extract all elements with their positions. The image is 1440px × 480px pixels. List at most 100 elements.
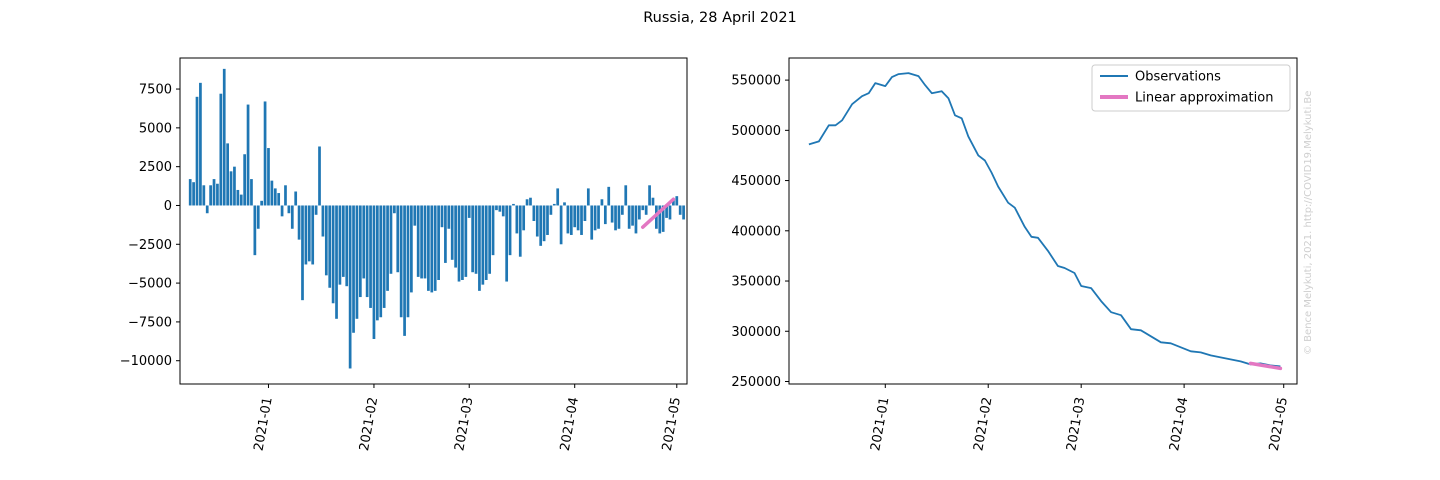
daily-change-bar — [321, 205, 325, 237]
daily-change-bar — [396, 205, 400, 273]
daily-change-bar — [481, 205, 485, 285]
legend-linear-approximation-label: Linear approximation — [1135, 91, 1273, 106]
daily-change-bar — [226, 143, 229, 206]
daily-change-bar — [467, 205, 471, 218]
daily-change-bar — [522, 205, 526, 231]
right-ytick-label: 500000 — [731, 124, 781, 139]
left-xtick-label: 2021-03 — [452, 396, 476, 452]
daily-change-bar — [284, 185, 287, 206]
daily-change-bar — [260, 200, 264, 206]
daily-change-bar — [498, 205, 502, 212]
left-ytick-label: −2500 — [128, 238, 172, 253]
daily-change-bar — [239, 194, 243, 206]
daily-change-bar — [437, 205, 440, 280]
daily-change-bar — [355, 205, 359, 319]
daily-change-bar — [236, 189, 240, 206]
daily-change-bar — [678, 205, 682, 215]
daily-change-bar — [307, 205, 311, 262]
daily-change-bar — [457, 205, 461, 282]
right-ytick-label: 300000 — [731, 325, 781, 340]
daily-change-bar — [444, 205, 447, 263]
daily-change-bar — [256, 205, 260, 229]
legend: Observations Linear approximation — [1091, 64, 1291, 112]
figure-title: Russia, 28 April 2021 — [643, 10, 797, 26]
daily-change-bar — [362, 205, 366, 279]
daily-change-bar — [508, 205, 512, 256]
daily-change-bar — [399, 205, 403, 318]
left-ytick-label: 2500 — [139, 160, 172, 175]
daily-change-bar — [661, 205, 665, 232]
credit-watermark: © Bence Melykuti, 2021. http://COVID19.M… — [1303, 91, 1314, 355]
daily-change-bar — [658, 205, 662, 234]
daily-change-bar — [549, 205, 553, 215]
daily-change-bar — [430, 205, 434, 293]
daily-change-bar — [617, 205, 621, 229]
daily-change-bar — [668, 205, 672, 220]
right-x-axis-ticks: 2021-01 2021-02 2021-03 2021-04 2021-05 — [868, 384, 1291, 452]
daily-change-bar — [416, 205, 420, 277]
daily-change-bar — [423, 205, 427, 279]
right-ytick-label: 550000 — [731, 74, 781, 89]
daily-change-bar — [233, 166, 236, 206]
daily-change-bar — [495, 205, 498, 211]
daily-change-bar — [583, 205, 587, 221]
daily-change-bars — [188, 68, 685, 369]
daily-change-bar — [515, 205, 519, 234]
daily-change-bar — [501, 205, 505, 217]
daily-change-bar — [672, 199, 675, 206]
daily-change-bar — [682, 205, 685, 220]
daily-change-bar — [474, 205, 478, 274]
daily-change-bar — [345, 205, 349, 287]
daily-change-bar — [454, 205, 457, 268]
active-cases-series — [808, 72, 1283, 371]
right-ytick-label: 400000 — [731, 224, 781, 239]
daily-change-bar — [202, 185, 206, 206]
left-ytick-label: −5000 — [128, 277, 172, 292]
daily-change-bar — [253, 205, 257, 256]
daily-change-bar — [263, 101, 267, 206]
daily-change-bar — [287, 205, 291, 214]
daily-change-bar — [192, 182, 195, 206]
legend-observations-label: Observations — [1135, 70, 1221, 85]
daily-change-bar — [447, 205, 451, 229]
daily-change-bar — [603, 205, 607, 225]
daily-change-bar — [597, 205, 600, 229]
daily-change-bar — [614, 205, 617, 231]
daily-change-bar — [563, 202, 566, 206]
daily-change-bar — [665, 205, 668, 218]
daily-change-bar — [627, 205, 631, 229]
daily-change-bar — [651, 197, 655, 206]
daily-change-bar — [590, 205, 594, 240]
daily-change-bar — [648, 185, 651, 206]
daily-change-bar — [586, 188, 590, 206]
right-y-axis-ticks: 250000 300000 350000 400000 450000 500000 5500… — [731, 74, 789, 390]
daily-change-bar — [318, 146, 321, 206]
daily-change-bar — [644, 205, 648, 215]
daily-change-bar — [532, 205, 536, 221]
daily-change-bar — [358, 205, 362, 298]
linear-approximation-line — [1248, 361, 1283, 371]
daily-change-bar — [273, 188, 277, 206]
daily-change-bar — [229, 171, 233, 206]
right-xtick-label: 2021-05 — [1267, 396, 1291, 452]
left-xtick-label: 2021-01 — [252, 396, 276, 452]
left-ytick-label: 7500 — [139, 83, 172, 98]
daily-change-bar — [195, 96, 199, 206]
daily-change-bar — [464, 205, 468, 277]
left-y-axis-ticks: −10000 −7500 −5000 −2500 0 2500 5000 7500 — [120, 83, 180, 369]
daily-change-bar — [331, 205, 335, 304]
daily-change-bar — [600, 199, 604, 206]
daily-change-bar — [569, 205, 573, 235]
daily-change-bar — [638, 205, 641, 220]
right-xtick-label: 2021-04 — [1167, 396, 1191, 452]
daily-change-bar — [610, 205, 614, 223]
daily-change-bar — [580, 205, 583, 235]
daily-change-bar — [205, 205, 209, 214]
daily-change-bar — [420, 205, 423, 279]
left-ytick-label: −7500 — [128, 315, 172, 330]
daily-change-bar — [539, 205, 543, 246]
daily-change-bar — [324, 205, 328, 276]
right-ytick-label: 350000 — [731, 275, 781, 290]
daily-change-bar — [341, 205, 345, 277]
legend-box — [1091, 64, 1291, 112]
